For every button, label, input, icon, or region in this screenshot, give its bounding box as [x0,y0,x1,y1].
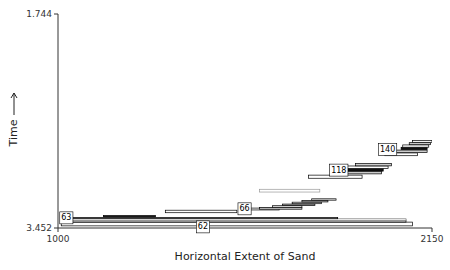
rectangle [292,202,321,204]
rectangle [356,164,392,166]
annotation: 118 [330,164,348,176]
x-tick [58,228,59,232]
annotation-text: 63 [61,213,71,222]
rectangle [260,189,320,192]
annotation: 62 [196,221,209,233]
annotation-text: 140 [380,145,395,154]
rectangle [165,210,237,213]
rectangle [401,147,427,149]
annotation-box [330,164,348,176]
rectangle [312,199,336,200]
y-axis-line [58,14,59,228]
x-tick-label: 1000 [47,234,70,244]
rectangle [346,166,388,169]
annotation-text: 62 [198,222,208,231]
x-tick-label: 2150 [421,234,444,244]
rectangle [409,143,430,145]
y-tick [54,14,58,15]
rectangle [273,206,302,208]
rectangle [260,207,302,209]
annotation-text: 66 [239,204,249,213]
annotation: 63 [60,212,73,224]
rectangle [395,150,428,153]
y-axis-arrow-head [11,93,17,98]
annotation-box [378,143,396,155]
rectangle [282,204,315,206]
annotation-box [196,221,209,233]
y-tick [54,228,58,229]
x-axis-label: Horizontal Extent of Sand [175,250,316,263]
rectangle [104,216,156,217]
y-tick-label: 1.744 [26,9,52,19]
rectangle [403,145,429,147]
annotation-text: 118 [331,166,346,175]
plot-area [61,140,432,225]
rectangle [61,217,337,218]
annotations: 62 63 66 118 140 [60,143,397,232]
rectangle [61,222,412,226]
annotation: 66 [238,203,251,215]
x-axis-line [58,228,432,229]
rectangle [302,200,328,202]
rectangle [412,140,432,142]
chart: 1000 2150 1.744 3.452 Horizontal Extent of S… [0,0,450,270]
y-axis-arrow [14,93,15,115]
annotation-box [60,212,73,224]
x-tick [432,228,433,232]
y-axis-label: Time [7,119,20,147]
y-tick-label: 3.452 [26,223,52,233]
annotation: 140 [378,143,396,155]
annotation-box [238,203,251,215]
